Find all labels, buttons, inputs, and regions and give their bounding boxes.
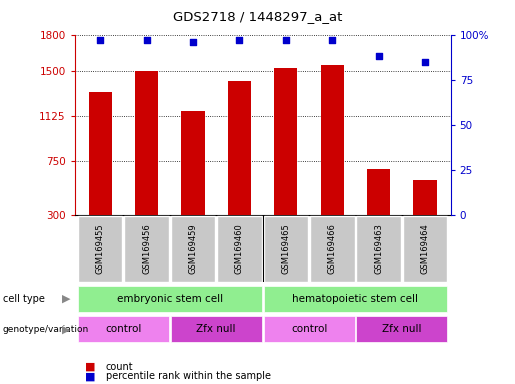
- Text: cell type: cell type: [3, 293, 44, 304]
- Text: percentile rank within the sample: percentile rank within the sample: [106, 371, 270, 381]
- Point: [328, 37, 336, 43]
- Text: Zfx null: Zfx null: [382, 324, 422, 334]
- Bar: [124, 216, 169, 281]
- Text: control: control: [105, 324, 142, 334]
- Text: GSM169455: GSM169455: [96, 223, 105, 274]
- Point: [235, 37, 244, 43]
- Bar: [264, 216, 308, 281]
- Text: ■: ■: [85, 362, 95, 372]
- Bar: [171, 316, 262, 342]
- Text: GSM169460: GSM169460: [235, 223, 244, 274]
- Text: ■: ■: [85, 371, 95, 381]
- Bar: [403, 216, 448, 281]
- Bar: [78, 316, 169, 342]
- Bar: [274, 68, 298, 215]
- Point: [421, 59, 429, 65]
- Bar: [310, 216, 354, 281]
- Bar: [78, 216, 123, 281]
- Text: embryonic stem cell: embryonic stem cell: [117, 293, 223, 304]
- Bar: [264, 286, 448, 311]
- Bar: [264, 316, 354, 342]
- Bar: [217, 216, 262, 281]
- Text: GSM169466: GSM169466: [328, 223, 337, 274]
- Text: GSM169465: GSM169465: [281, 223, 290, 274]
- Bar: [367, 169, 390, 215]
- Text: count: count: [106, 362, 133, 372]
- Point: [374, 53, 383, 59]
- Text: Zfx null: Zfx null: [197, 324, 236, 334]
- Point: [96, 37, 105, 43]
- Text: GSM169463: GSM169463: [374, 223, 383, 274]
- Bar: [321, 65, 344, 215]
- Bar: [356, 316, 448, 342]
- Bar: [78, 286, 262, 311]
- Bar: [228, 81, 251, 215]
- Text: control: control: [291, 324, 327, 334]
- Text: GDS2718 / 1448297_a_at: GDS2718 / 1448297_a_at: [173, 10, 342, 23]
- Text: GSM169459: GSM169459: [188, 223, 198, 274]
- Point: [282, 37, 290, 43]
- Text: hematopoietic stem cell: hematopoietic stem cell: [293, 293, 419, 304]
- Text: ▶: ▶: [62, 293, 70, 304]
- Text: genotype/variation: genotype/variation: [3, 325, 89, 334]
- Text: GSM169464: GSM169464: [421, 223, 430, 274]
- Point: [189, 39, 197, 45]
- Bar: [135, 71, 158, 215]
- Text: GSM169456: GSM169456: [142, 223, 151, 274]
- Bar: [414, 180, 437, 215]
- Bar: [356, 216, 401, 281]
- Bar: [171, 216, 215, 281]
- Point: [143, 37, 151, 43]
- Bar: [89, 92, 112, 215]
- Bar: [181, 111, 204, 215]
- Text: ▶: ▶: [62, 324, 70, 334]
